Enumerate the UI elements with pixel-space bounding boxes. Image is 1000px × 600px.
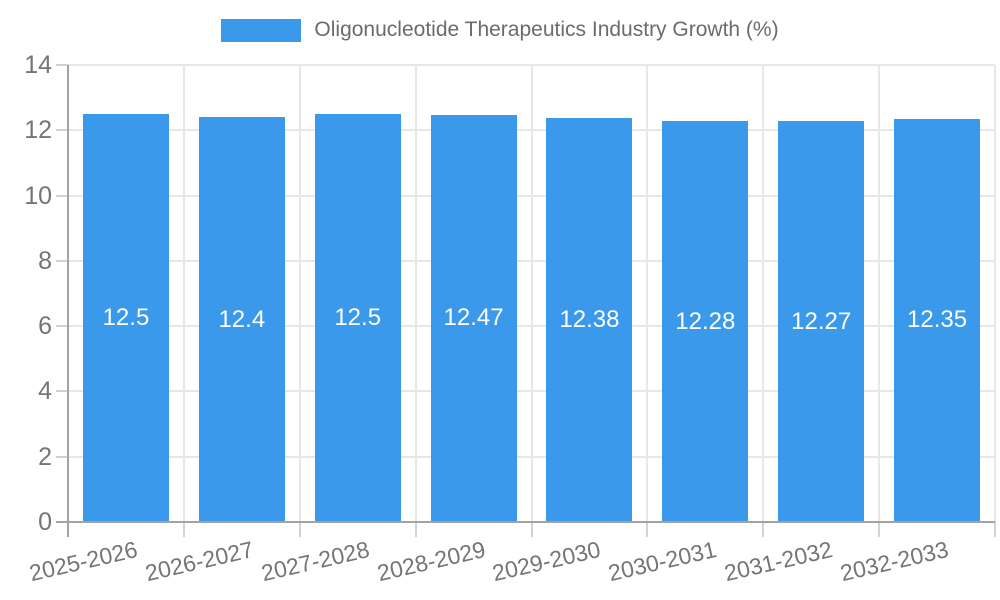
x-axis-tick: [994, 522, 996, 537]
bar[interactable]: [82, 113, 169, 521]
bar-value-label: 12.38: [559, 305, 620, 333]
x-axis-tick: [878, 522, 881, 537]
y-axis-tick: [56, 325, 68, 328]
gridline-vertical: [414, 65, 417, 522]
bar-value-label: 12.5: [102, 303, 150, 331]
bar-value-label: 12.5: [334, 303, 382, 331]
chart-legend[interactable]: Oligonucleotide Therapeutics Industry Gr…: [0, 16, 1000, 44]
gridline-vertical: [298, 65, 301, 522]
gridline-vertical: [646, 65, 649, 522]
x-axis-label: 2027-2028: [258, 536, 372, 587]
gridline-vertical: [182, 65, 185, 522]
x-axis-label: 2032-2033: [837, 536, 951, 587]
y-axis-line: [67, 65, 69, 524]
bar-value-label: 12.28: [675, 307, 736, 335]
legend-swatch: [221, 18, 302, 42]
y-axis-tick: [56, 455, 68, 458]
bar[interactable]: [198, 117, 285, 521]
x-axis-label: 2030-2031: [606, 536, 720, 587]
x-axis-line: [68, 521, 995, 523]
x-axis-tick: [67, 522, 69, 537]
x-axis-label: 2028-2029: [374, 536, 488, 587]
y-axis-tick-label: 12: [24, 116, 52, 145]
x-axis-tick: [530, 522, 533, 537]
y-axis-tick: [56, 129, 68, 132]
y-axis-tick-label: 10: [24, 181, 52, 210]
y-axis-tick-label: 14: [24, 51, 52, 79]
bar[interactable]: [778, 121, 865, 521]
bar[interactable]: [546, 117, 633, 521]
y-axis-tick: [56, 521, 68, 523]
x-axis-label: 2029-2030: [490, 536, 604, 587]
x-axis-tick: [762, 522, 765, 537]
gridline-vertical: [994, 65, 996, 522]
x-axis-tick: [298, 522, 301, 537]
bar-value-label: 12.4: [218, 305, 266, 333]
x-axis-tick: [414, 522, 417, 537]
y-axis-tick-label: 2: [38, 442, 52, 471]
bar-value-label: 12.27: [791, 307, 852, 335]
gridline-vertical: [762, 65, 765, 522]
gridline-vertical: [878, 65, 881, 522]
bar[interactable]: [894, 118, 981, 521]
x-axis-tick: [182, 522, 185, 537]
y-axis-tick-label: 4: [38, 377, 52, 406]
y-axis-tick: [56, 194, 68, 197]
bar[interactable]: [430, 114, 517, 521]
x-axis-label: 2026-2027: [142, 536, 256, 587]
gridline-vertical: [530, 65, 533, 522]
y-axis-tick-label: 8: [38, 246, 52, 275]
y-axis-tick: [56, 390, 68, 393]
x-axis-tick: [646, 522, 649, 537]
y-axis-tick: [56, 259, 68, 262]
legend-label: Oligonucleotide Therapeutics Industry Gr…: [314, 18, 779, 41]
y-axis-tick-label: 6: [38, 312, 52, 341]
bar[interactable]: [662, 121, 749, 521]
y-axis-tick: [56, 64, 68, 66]
bar-value-label: 12.35: [907, 306, 968, 334]
x-axis-label: 2031-2032: [722, 536, 836, 587]
y-axis-tick-label: 0: [38, 508, 52, 536]
x-axis-label: 2025-2026: [26, 536, 140, 587]
bar[interactable]: [314, 113, 401, 521]
bar-value-label: 12.47: [443, 304, 504, 332]
